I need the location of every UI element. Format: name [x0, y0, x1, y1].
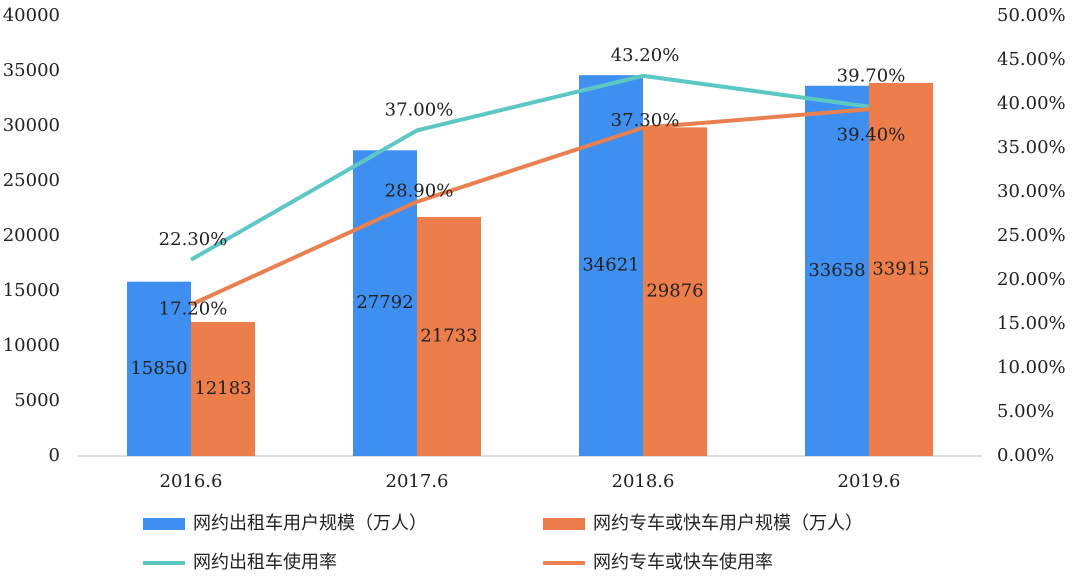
y-tick-label: 0: [49, 445, 60, 466]
y2-tick-label: 5.00%: [997, 401, 1054, 422]
y2-tick-label: 30.00%: [997, 181, 1066, 202]
legend-swatch: [143, 518, 185, 530]
line-value-label: 39.40%: [837, 124, 906, 145]
bar-value-label: 33658: [808, 260, 865, 281]
legend-label: 网约出租车用户规模（万人）: [193, 513, 427, 534]
y2-tick-label: 15.00%: [997, 313, 1066, 334]
bar-value-label: 29876: [646, 281, 703, 302]
bar: [191, 321, 255, 456]
bar: [127, 281, 191, 456]
bar: [417, 216, 481, 456]
bar-value-label: 12183: [194, 378, 251, 399]
bar-value-label: 27792: [356, 292, 413, 313]
y-tick-label: 35000: [3, 60, 60, 81]
y2-tick-label: 50.00%: [997, 5, 1066, 26]
y2-tick-label: 0.00%: [997, 445, 1054, 466]
bar-value-label: 21733: [420, 325, 477, 346]
line: [190, 73, 870, 262]
x-tick-label: 2019.6: [838, 471, 901, 492]
y-tick-label: 5000: [14, 390, 60, 411]
bar: [869, 82, 933, 456]
line-value-label: 37.30%: [611, 110, 680, 131]
legend-label: 网约专车或快车用户规模（万人）: [593, 513, 863, 534]
y2-tick-label: 20.00%: [997, 269, 1066, 290]
x-tick-label: 2016.6: [160, 471, 223, 492]
y2-tick-label: 40.00%: [997, 93, 1066, 114]
legend-swatch: [543, 518, 585, 530]
y-tick-label: 10000: [3, 335, 60, 356]
y2-tick-label: 35.00%: [997, 137, 1066, 158]
y2-tick-label: 25.00%: [997, 225, 1066, 246]
y-tick-label: 25000: [3, 170, 60, 191]
y-tick-label: 20000: [3, 225, 60, 246]
line-value-label: 39.70%: [837, 66, 906, 87]
legend-label: 网约出租车使用率: [193, 552, 337, 573]
bar: [353, 150, 417, 456]
line-value-label: 28.90%: [385, 181, 454, 202]
x-tick-label: 2017.6: [386, 471, 449, 492]
bar: [805, 85, 869, 457]
bar-value-label: 15850: [130, 358, 187, 379]
line: [190, 107, 870, 307]
bar-value-label: 34621: [582, 255, 639, 276]
line-value-label: 22.30%: [159, 229, 228, 250]
line-value-label: 17.20%: [159, 299, 228, 320]
y2-tick-label: 45.00%: [997, 49, 1066, 70]
y-tick-label: 40000: [3, 5, 60, 26]
line-value-label: 43.20%: [611, 45, 680, 66]
x-tick-label: 2018.6: [612, 471, 675, 492]
y-tick-label: 15000: [3, 280, 60, 301]
y2-tick-label: 10.00%: [997, 357, 1066, 378]
bar-value-label: 33915: [872, 258, 929, 279]
legend-label: 网约专车或快车使用率: [593, 552, 773, 573]
bar: [643, 127, 707, 456]
y-tick-label: 30000: [3, 115, 60, 136]
line-value-label: 37.00%: [385, 99, 454, 120]
